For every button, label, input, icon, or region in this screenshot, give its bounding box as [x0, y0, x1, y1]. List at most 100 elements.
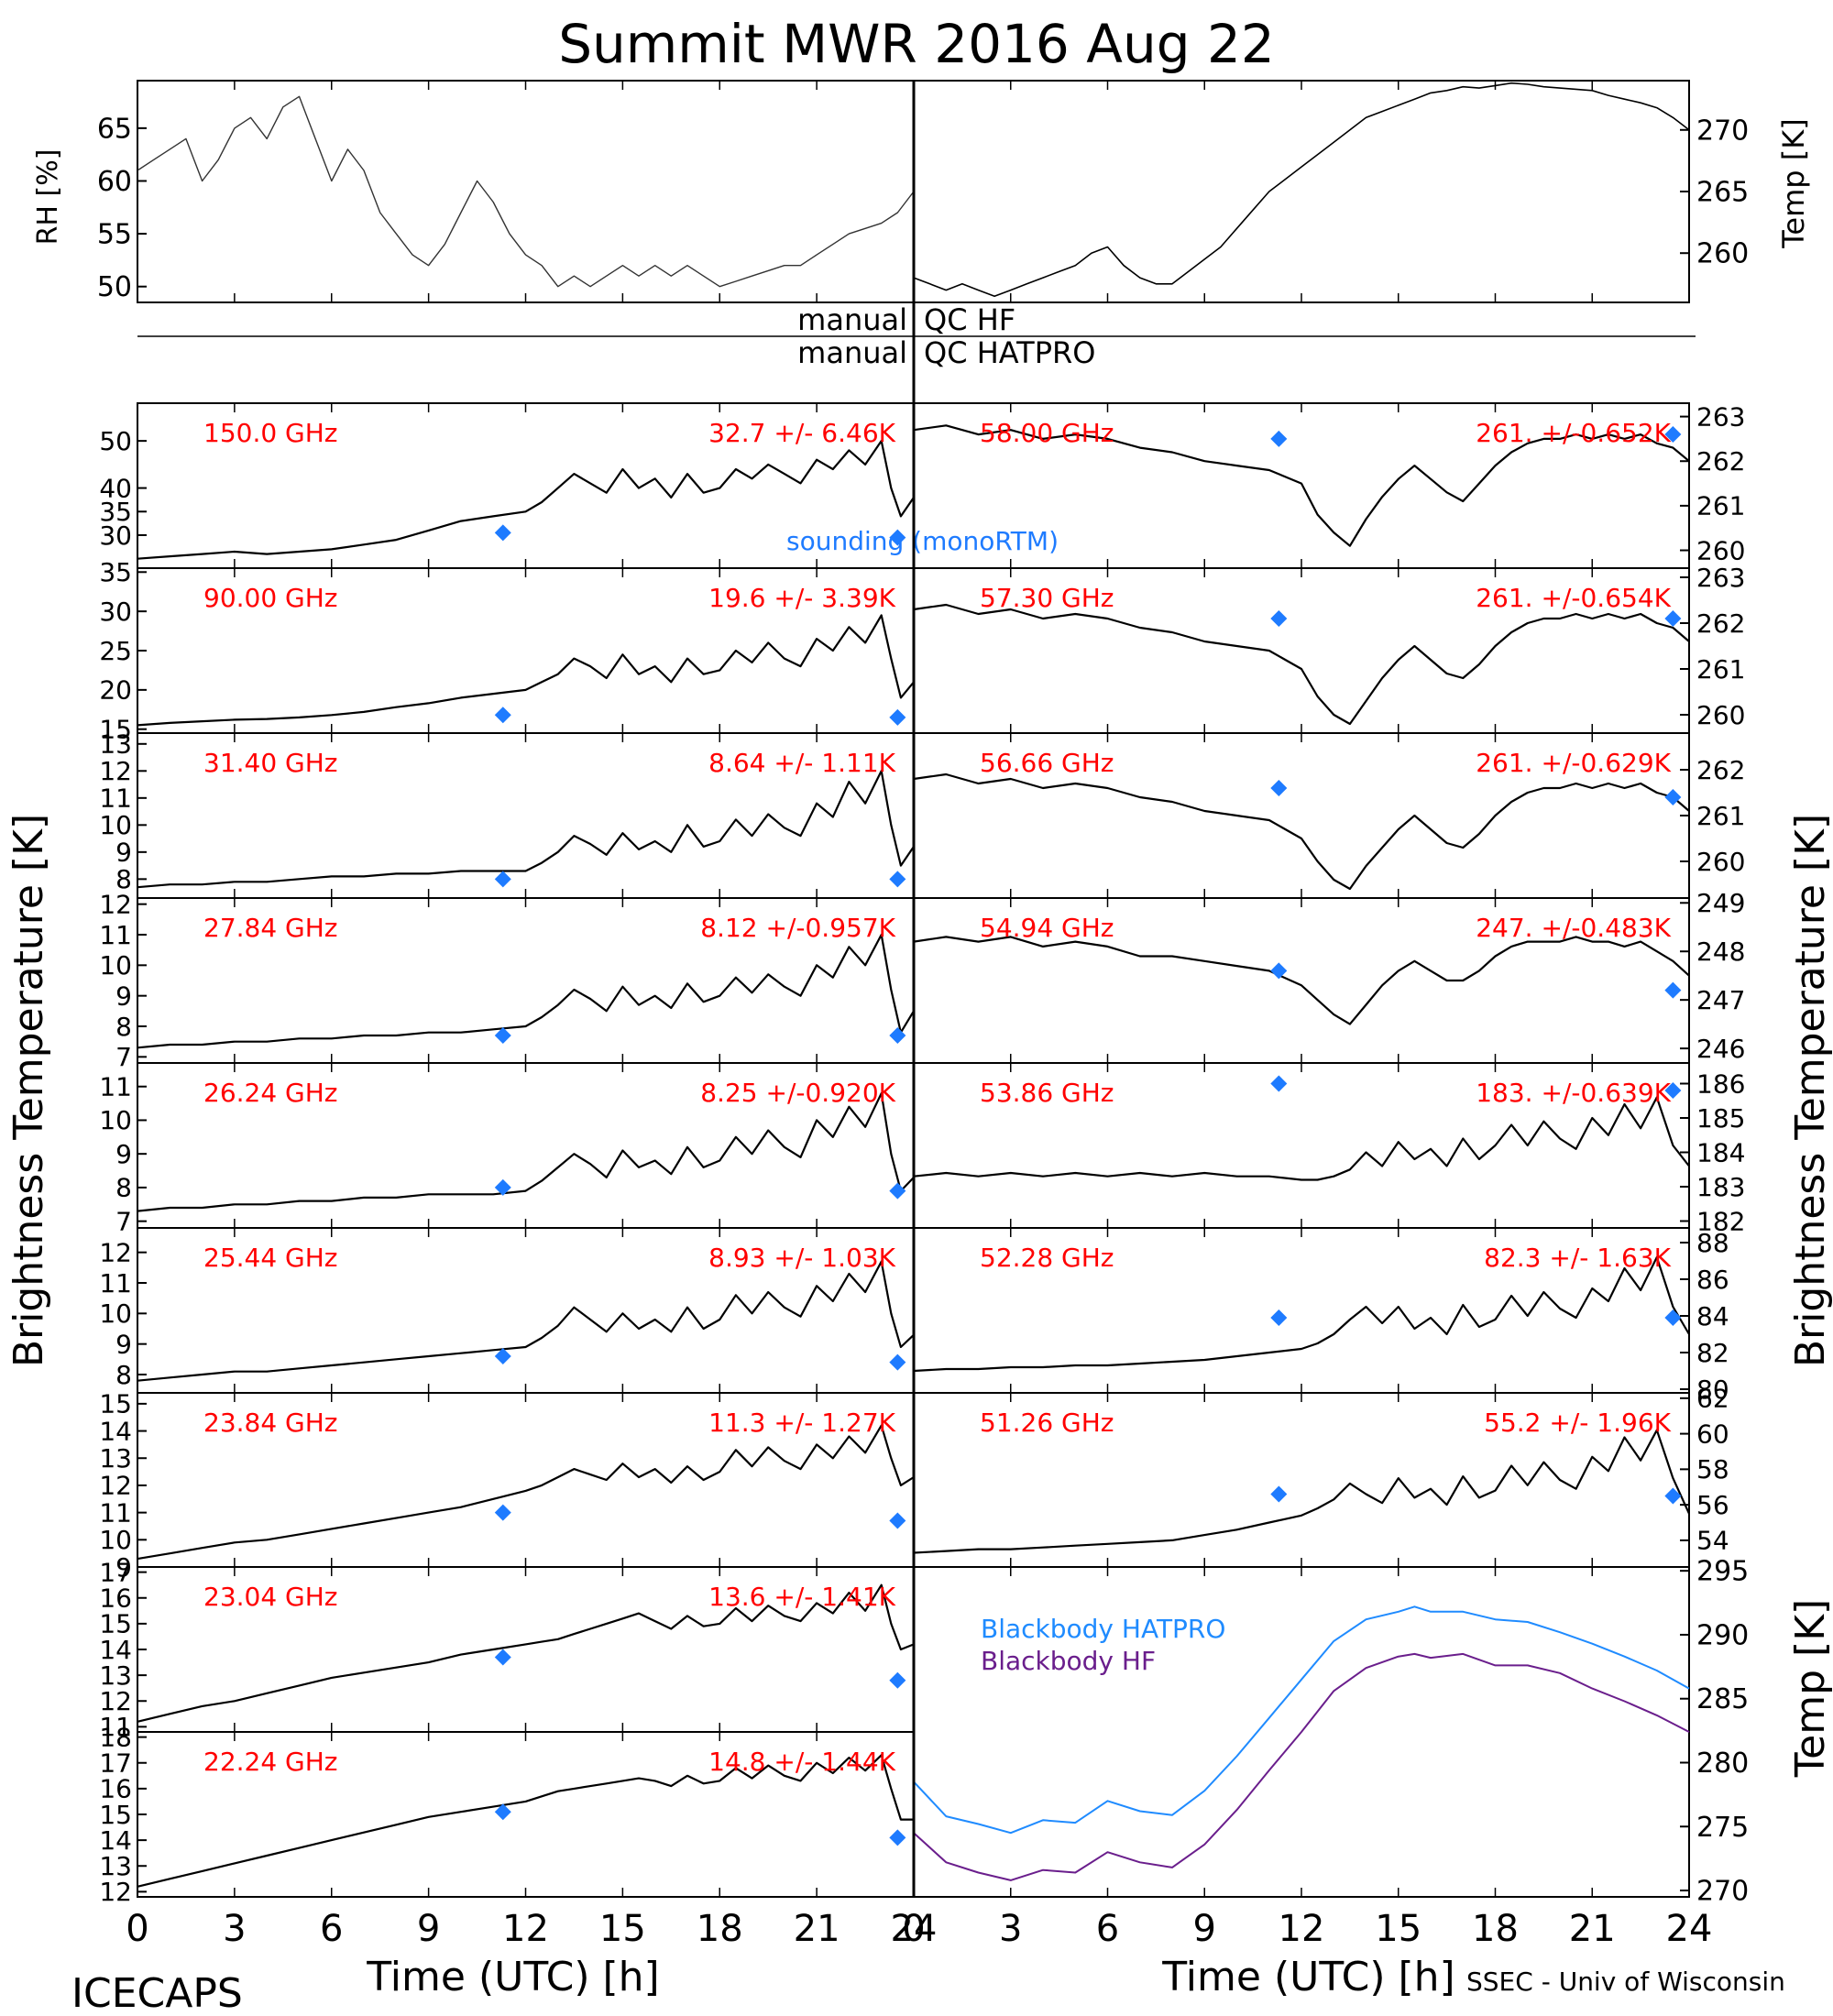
panel-right-54-94-ytick-label-3: 249	[1696, 888, 1745, 918]
x-tick-label-right-1: 3	[999, 1908, 1022, 1950]
panel-left-23-84-ytick-label-5: 14	[99, 1416, 132, 1446]
sounding-legend: sounding (monoRTM)	[786, 526, 1059, 556]
panel-left-23-84-ytick-label-0: 9	[115, 1552, 132, 1583]
panel-left-90-00-sounding-marker-1	[889, 708, 906, 726]
temp-top-ytick-label-0: 260	[1696, 238, 1749, 270]
panel-left-31-40-stat-label: 8.64 +/- 1.11K	[708, 748, 895, 778]
panel-left-22-24-ytick-label-5: 17	[99, 1748, 132, 1779]
panel-left-25-44-stat-label: 8.93 +/- 1.03K	[708, 1243, 895, 1273]
panel-left-25-44-ytick-label-0: 8	[115, 1360, 132, 1390]
panel-right-58-00-ytick-label-0: 260	[1696, 535, 1745, 565]
blackbody-ytick-label-4: 290	[1696, 1619, 1749, 1651]
panel-right-57-30-stat-label: 261. +/-0.654K	[1476, 583, 1671, 613]
panel-left-150-0-series	[137, 440, 915, 560]
panel-left-25-44-ytick-label-4: 12	[99, 1237, 132, 1267]
panel-left-26-24-sounding-marker-0	[494, 1178, 511, 1196]
panel-left-90-00-ytick-label-2: 25	[99, 636, 132, 666]
x-tick-label-left-7: 21	[794, 1908, 840, 1950]
panel-right-52-28-sounding-marker-0	[1270, 1309, 1288, 1326]
rh-axis-label: RH [%]	[32, 149, 64, 246]
panel-left-23-04-ytick-label-3: 14	[99, 1635, 132, 1665]
panel-left-23-84-sounding-marker-0	[494, 1504, 511, 1521]
x-axis-label-right: Time (UTC) [h]	[1161, 1954, 1454, 2000]
blackbody-ytick-label-0: 270	[1696, 1876, 1749, 1908]
panel-left-22-24-ytick-label-4: 16	[99, 1774, 132, 1804]
panel-left-90-00-ytick-label-1: 20	[99, 675, 132, 706]
panel-right-53-86-ytick-label-0: 182	[1696, 1206, 1745, 1236]
panel-left-31-40-sounding-marker-0	[494, 871, 511, 888]
x-tick-label-left-5: 15	[599, 1908, 646, 1950]
blackbody-series-1	[913, 1652, 1690, 1881]
panel-left-23-04-freq-label: 23.04 GHz	[203, 1582, 338, 1612]
qc-hf-label: QC HF	[924, 302, 1015, 337]
panel-right-54-94-series	[913, 936, 1690, 1025]
panel-left-31-40-ytick-label-5: 13	[99, 729, 132, 760]
panel-left-150-0-ytick-label-1: 40	[99, 473, 132, 503]
panel-left-23-84-sounding-marker-1	[889, 1512, 906, 1529]
panel-left-23-04-ytick-label-2: 13	[99, 1660, 132, 1691]
panel-right-56-66-freq-label: 56.66 GHz	[980, 748, 1114, 778]
panel-left-27-84-ytick-label-3: 10	[99, 950, 132, 981]
panel-right-53-86-ytick-label-4: 186	[1696, 1068, 1745, 1099]
panel-left-26-24-ytick-label-3: 10	[99, 1105, 132, 1135]
panel-left-23-04-ytick-label-0: 11	[99, 1712, 132, 1742]
panel-left-22-24-sounding-marker-0	[494, 1803, 511, 1821]
x-tick-label-right-7: 21	[1569, 1908, 1616, 1950]
panel-left-90-00-stat-label: 19.6 +/- 3.39K	[708, 583, 895, 613]
qc-manual-label-1: manual	[797, 302, 907, 337]
panel-left-23-84-stat-label: 11.3 +/- 1.27K	[708, 1408, 895, 1438]
temp-top-ytick-label-2: 270	[1696, 115, 1749, 147]
panel-right-56-66-sounding-marker-1	[1664, 789, 1682, 805]
panel-right-53-86-sounding-marker-1	[1664, 1082, 1682, 1099]
panel-right-54-94-sounding-marker-1	[1664, 981, 1682, 999]
panel-left-27-84-stat-label: 8.12 +/-0.957K	[700, 913, 895, 943]
panel-left-22-24-sounding-marker-1	[889, 1829, 906, 1846]
qc-hatpro-label: QC HATPRO	[924, 335, 1095, 370]
legend-blackbody-hf: Blackbody HF	[981, 1646, 1156, 1676]
panel-left-23-84-ytick-label-4: 13	[99, 1443, 132, 1474]
panel-left-150-0-sounding-marker-1	[889, 529, 906, 546]
panel-left-150-0-stat-label: 32.7 +/- 6.46K	[708, 418, 895, 448]
panel-left-26-24-ytick-label-4: 11	[99, 1072, 132, 1102]
panel-left-23-04-ytick-label-5: 16	[99, 1583, 132, 1614]
x-tick-label-right-5: 15	[1375, 1908, 1421, 1950]
panel-right-56-66-series	[913, 772, 1690, 891]
panel-right-53-86-sounding-marker-0	[1270, 1075, 1288, 1092]
panel-right-51-26-ytick-label-4: 62	[1696, 1384, 1729, 1414]
footer-icecaps: ICECAPS	[71, 1970, 243, 2016]
panel-right-58-00-freq-label: 58.00 GHz	[980, 418, 1114, 448]
panel-left-23-04-ytick-label-6: 17	[99, 1557, 132, 1587]
panel-left-22-24-ytick-label-0: 12	[99, 1877, 132, 1907]
panel-right-51-26-sounding-marker-1	[1664, 1487, 1682, 1505]
panel-right-51-26-stat-label: 55.2 +/- 1.96K	[1484, 1408, 1671, 1438]
panel-right-58-00-ytick-label-3: 263	[1696, 401, 1745, 432]
x-tick-label-left-4: 12	[502, 1908, 549, 1950]
panel-left-23-84-freq-label: 23.84 GHz	[203, 1408, 338, 1438]
panel-left-26-24-freq-label: 26.24 GHz	[203, 1078, 338, 1108]
x-tick-label-right-8: 24	[1666, 1908, 1713, 1950]
panel-right-57-30-sounding-marker-0	[1270, 610, 1288, 627]
panel-left-23-84-ytick-label-3: 12	[99, 1471, 132, 1501]
panel-right-53-86-ytick-label-2: 184	[1696, 1137, 1745, 1167]
panel-left-27-84-freq-label: 27.84 GHz	[203, 913, 338, 943]
panel-left-150-0-ytick-label-3: 35	[99, 497, 132, 527]
panel-left-25-44-freq-label: 25.44 GHz	[203, 1243, 338, 1273]
x-tick-label-right-4: 12	[1279, 1908, 1325, 1950]
panel-left-31-40-series	[137, 770, 915, 889]
temp-top-ytick-label-1: 265	[1696, 177, 1749, 209]
panel-right-54-94-stat-label: 247. +/-0.483K	[1476, 913, 1671, 943]
panel-right-56-66-ytick-label-0: 260	[1696, 847, 1745, 877]
panel-left-22-24-ytick-label-6: 18	[99, 1722, 132, 1752]
x-tick-label-right-0: 0	[902, 1908, 925, 1950]
panel-right-53-86-ytick-label-3: 185	[1696, 1103, 1745, 1134]
panel-left-27-84-ytick-label-5: 12	[99, 889, 132, 919]
panel-left-26-24-ytick-label-2: 9	[115, 1139, 132, 1169]
panel-right-58-00-stat-label: 261. +/-0.652K	[1476, 418, 1671, 448]
panel-right-51-26-ytick-label-0: 54	[1696, 1526, 1729, 1556]
panel-right-51-26-ytick-label-1: 56	[1696, 1490, 1729, 1520]
temp-top-series	[913, 82, 1690, 298]
panel-left-90-00-series	[137, 614, 915, 727]
panel-right-51-26-series	[913, 1429, 1691, 1554]
panel-left-26-24-series	[137, 1091, 915, 1212]
panel-left-22-24-ytick-label-2: 14	[99, 1825, 132, 1856]
